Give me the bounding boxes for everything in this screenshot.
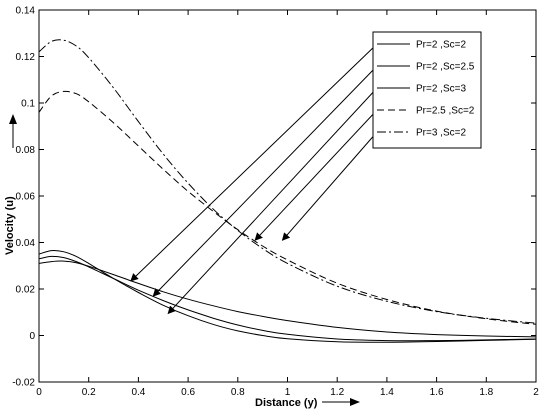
y-axis-ticks: -0.02 0 0.02 0.04 0.06 0.08 0.1 0.12 0.14: [12, 6, 536, 389]
y-tick-label: 0.02: [16, 285, 36, 296]
x-tick-label: 1.6: [430, 387, 444, 398]
annotation-arrow: [254, 109, 378, 241]
x-tick-label: 1.8: [479, 387, 493, 398]
legend-label: Pr=2 ,Sc=2.5: [416, 62, 475, 73]
y-tick-label: 0: [29, 331, 35, 342]
x-tick-label: 2: [533, 387, 539, 398]
annotation-arrow: [281, 131, 378, 241]
y-tick-label: -0.02: [12, 378, 35, 389]
legend: Pr=2 ,Sc=2 Pr=2 ,Sc=2.5 Pr=2 ,Sc=3 Pr=2.5 ,…: [372, 31, 482, 149]
y-axis-label: Velocity (u): [4, 196, 16, 255]
x-tick-label: 1.2: [330, 387, 344, 398]
x-tick-label: 1: [285, 387, 291, 398]
legend-label: Pr=2.5 ,Sc=2: [416, 106, 475, 117]
series-layer: [38, 39, 537, 343]
x-tick-label: 0: [36, 387, 42, 398]
legend-label: Pr=2 ,Sc=3: [416, 84, 466, 95]
y-tick-label: 0.04: [16, 238, 36, 249]
legend-label: Pr=2 ,Sc=2: [416, 40, 466, 51]
annotation-arrow: [152, 65, 378, 297]
annotation-arrows: [130, 43, 378, 315]
x-tick-label: 0.8: [231, 387, 245, 398]
x-axis-label: Distance (y): [255, 397, 318, 409]
legend-box: [372, 31, 482, 149]
y-tick-label: 0.1: [21, 99, 35, 110]
series-line-5: [38, 39, 537, 324]
x-axis-ticks: 0 0.2 0.4 0.6 0.8 1 1.2 1.4 1.6 1.8 2: [36, 10, 539, 398]
x-axis-arrow: [322, 398, 360, 406]
y-tick-label: 0.08: [16, 145, 36, 156]
x-tick-label: 0.2: [82, 387, 96, 398]
x-tick-label: 0.4: [131, 387, 145, 398]
series-line-1: [38, 260, 537, 338]
series-line-3: [38, 250, 537, 343]
x-tick-label: 0.6: [181, 387, 195, 398]
y-tick-label: 0.06: [16, 192, 36, 203]
series-line-2: [38, 255, 537, 342]
annotation-arrow: [167, 87, 378, 315]
series-line-4: [38, 90, 537, 325]
y-axis-arrow: [9, 114, 17, 148]
x-tick-label: 1.4: [380, 387, 394, 398]
y-tick-label: 0.14: [16, 6, 36, 17]
legend-label: Pr=3 ,Sc=2: [416, 128, 466, 139]
y-tick-label: 0.12: [16, 52, 36, 63]
annotation-arrow: [130, 43, 378, 282]
